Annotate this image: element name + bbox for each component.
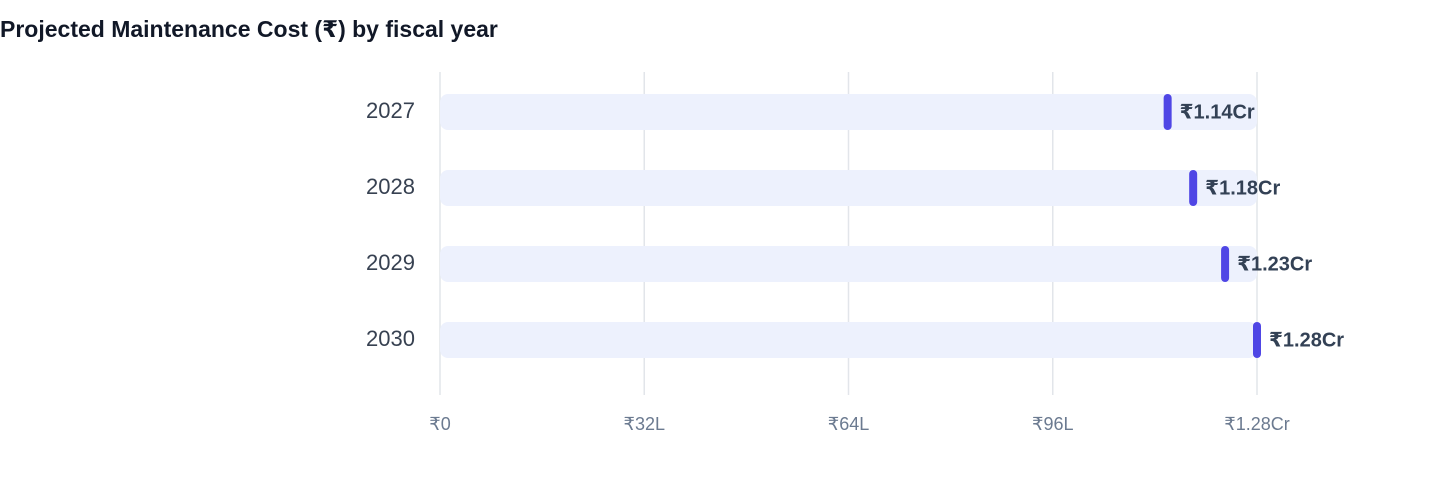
value-label: ₹1.14Cr: [1180, 101, 1255, 123]
value-label: ₹1.23Cr: [1237, 253, 1312, 275]
y-tick-label: 2027: [366, 98, 415, 123]
track: [440, 322, 1257, 358]
chart-title: Projected Maintenance Cost (₹) by fiscal…: [0, 16, 498, 42]
y-tick-label: 2029: [366, 250, 415, 275]
x-tick-label: ₹0: [429, 414, 450, 434]
value-label: ₹1.18Cr: [1205, 177, 1280, 199]
bar-marker: [1163, 94, 1172, 130]
value-label: ₹1.28Cr: [1269, 329, 1344, 351]
x-tick-label: ₹64L: [828, 414, 869, 434]
bar-marker: [1189, 170, 1198, 206]
y-tick-label: 2030: [366, 326, 415, 351]
x-tick-label: ₹96L: [1032, 414, 1073, 434]
track: [440, 246, 1257, 282]
y-tick-label: 2028: [366, 174, 415, 199]
track: [440, 170, 1257, 206]
x-tick-label: ₹32L: [624, 414, 665, 434]
x-tick-label: ₹1.28Cr: [1224, 414, 1289, 434]
bar-marker: [1221, 246, 1230, 282]
track: [440, 94, 1257, 130]
bar-marker: [1253, 322, 1261, 358]
